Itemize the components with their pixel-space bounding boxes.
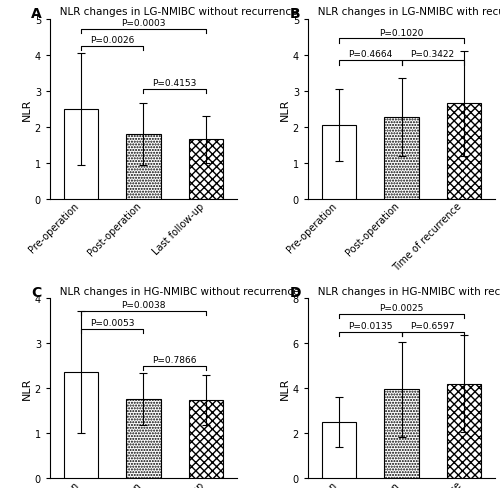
Text: P=0.7866: P=0.7866 [152, 355, 197, 364]
Text: P=0.0053: P=0.0053 [90, 318, 134, 327]
Bar [64, 109, 98, 200]
Bar [322, 125, 356, 200]
Text: B: B [290, 7, 300, 21]
Bar [322, 422, 356, 478]
Text: P=0.1020: P=0.1020 [380, 28, 424, 38]
Text: NLR changes in HG-NMIBC with recurrence: NLR changes in HG-NMIBC with recurrence [308, 286, 500, 296]
Text: P=0.4153: P=0.4153 [152, 79, 197, 88]
Text: C: C [32, 286, 42, 300]
Bar [384, 118, 418, 200]
Text: P=0.0026: P=0.0026 [90, 36, 134, 45]
Y-axis label: NLR: NLR [22, 98, 32, 121]
Text: P=0.3422: P=0.3422 [410, 50, 455, 59]
Bar [384, 389, 418, 478]
Text: P=0.0025: P=0.0025 [380, 304, 424, 312]
Bar [446, 104, 481, 200]
Text: P=0.0038: P=0.0038 [121, 300, 166, 309]
Text: P=0.4664: P=0.4664 [348, 50, 393, 59]
Text: A: A [32, 7, 42, 21]
Text: NLR changes in LG-NMIBC without recurrence: NLR changes in LG-NMIBC without recurren… [50, 7, 298, 18]
Y-axis label: NLR: NLR [280, 98, 290, 121]
Text: D: D [290, 286, 301, 300]
Text: P=0.6597: P=0.6597 [410, 321, 455, 330]
Text: NLR changes in HG-NMIBC without recurrence: NLR changes in HG-NMIBC without recurren… [50, 286, 300, 296]
Text: P=0.0003: P=0.0003 [121, 19, 166, 28]
Bar [446, 384, 481, 478]
Bar [188, 140, 223, 200]
Bar [64, 372, 98, 478]
Bar [126, 400, 160, 478]
Text: P=0.0135: P=0.0135 [348, 321, 393, 330]
Y-axis label: NLR: NLR [22, 377, 32, 400]
Bar [188, 401, 223, 478]
Bar [126, 135, 160, 200]
Y-axis label: NLR: NLR [280, 377, 290, 400]
Text: NLR changes in LG-NMIBC with recurrence: NLR changes in LG-NMIBC with recurrence [308, 7, 500, 18]
